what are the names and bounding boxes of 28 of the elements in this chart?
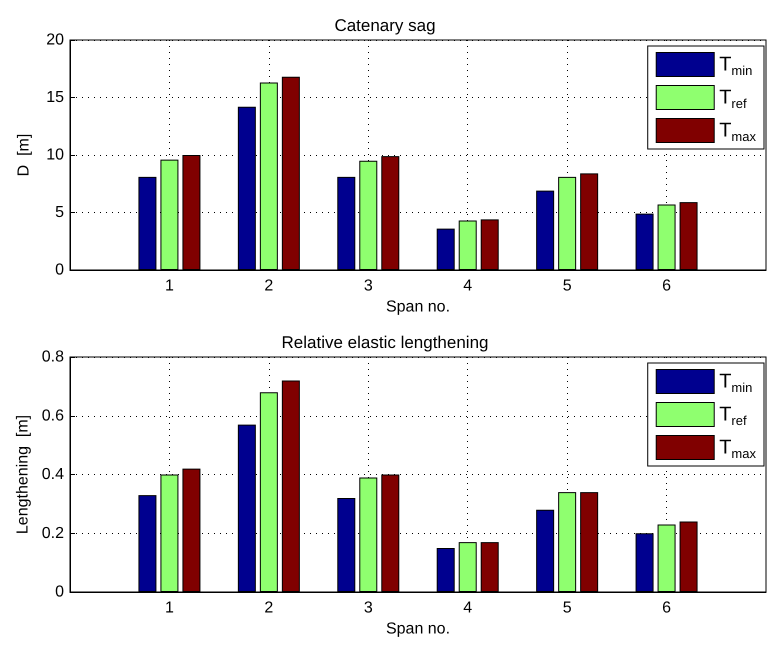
y-tick-label: 20 [46, 32, 64, 48]
y-tick-label: 0 [55, 262, 64, 278]
x-tick-label: 6 [662, 600, 672, 616]
x-tick-label: 4 [463, 278, 472, 294]
x-tick-label: 2 [264, 278, 274, 294]
y-tick-label: 0.2 [42, 524, 64, 542]
y-tick-label: 0.8 [42, 348, 64, 366]
x-tick-label: 2 [264, 600, 274, 616]
y-axis-title: D [m] [16, 134, 32, 176]
x-axis-title: Span no. [386, 298, 450, 316]
y-axis-title: Lengthening [m] [14, 414, 32, 534]
x-tick-label: 1 [164, 600, 174, 616]
chart-title: Catenary sag [334, 16, 436, 35]
y-tick-label: 10 [46, 146, 64, 164]
x-axis-title: Span no. [386, 620, 450, 638]
chart-title: Relative elastic lengthening [282, 333, 488, 352]
y-tick-label: 0.4 [42, 466, 64, 483]
x-tick-label: 6 [662, 278, 672, 294]
y-tick-label: 0 [55, 584, 64, 600]
x-tick-label: 3 [364, 600, 373, 616]
x-tick-label: 1 [164, 278, 174, 294]
y-tick-label: 5 [55, 204, 64, 221]
x-tick-label: 3 [364, 278, 373, 294]
y-tick-label: 15 [46, 89, 64, 106]
x-tick-label: 5 [562, 278, 572, 294]
x-tick-label: 4 [463, 600, 472, 616]
y-tick-label: 0.6 [42, 407, 64, 424]
x-tick-label: 5 [562, 600, 572, 616]
